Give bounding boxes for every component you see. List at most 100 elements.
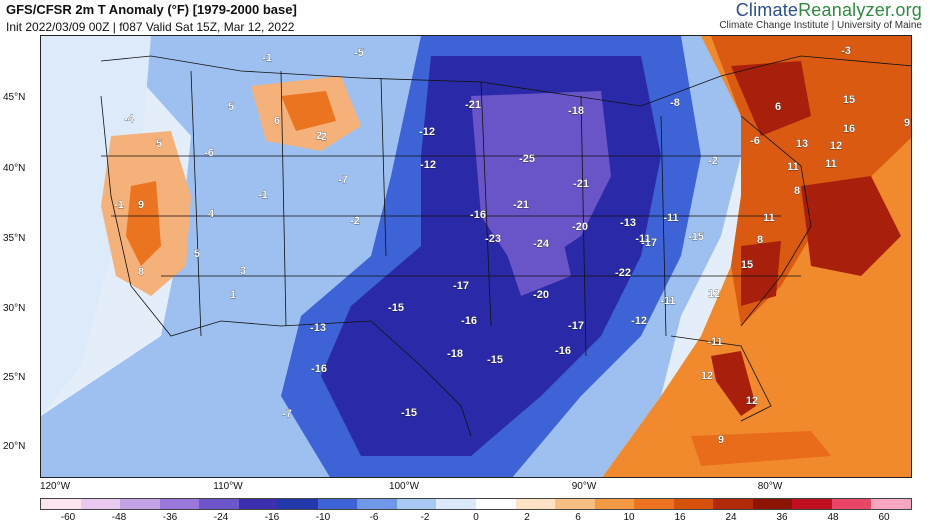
colorbar-swatch xyxy=(199,499,239,509)
brand-tagline: Climate Change Institute | University of… xyxy=(719,20,922,31)
anomaly-value: -11 xyxy=(635,233,650,245)
state-borders xyxy=(100,55,911,437)
colorbar-swatch xyxy=(80,499,121,509)
purple-region-south xyxy=(501,231,571,296)
anomaly-value: 12 xyxy=(746,395,758,407)
anomaly-value: -13 xyxy=(310,322,326,334)
lon-label-100w: 100°W xyxy=(388,481,420,492)
anomaly-value: -17 xyxy=(453,280,469,292)
brand-name: ClimateReanalyzer.org xyxy=(719,0,922,21)
anomaly-value: -12 xyxy=(631,315,647,327)
anomaly-value: -3 xyxy=(841,45,851,57)
border-meridian-1 xyxy=(190,70,202,337)
anomaly-value: -1 xyxy=(262,52,272,64)
colorbar-swatch xyxy=(120,499,160,509)
colorbar-tick-label: 6 xyxy=(575,512,581,523)
colorbar-swatch xyxy=(831,499,872,509)
colorbar-ticks: -60 -48 -36 -24 -16 -10 -6 -2 0 2 6 10 16 24 36 48 60 xyxy=(40,512,912,524)
anomaly-value: 15 xyxy=(843,94,855,106)
anomaly-value: -21 xyxy=(573,178,589,190)
anomaly-value: -21 xyxy=(513,199,529,211)
anomaly-value: -6 xyxy=(750,135,760,147)
anomaly-value: -2 xyxy=(350,215,360,227)
colorbar-tick-label: 24 xyxy=(725,512,737,523)
anomaly-value: 5 xyxy=(228,101,234,113)
anomaly-value: 9 xyxy=(138,199,144,211)
border-meridian-6 xyxy=(660,115,667,337)
anomaly-value: -16 xyxy=(311,363,327,375)
colorbar-swatch xyxy=(238,499,279,509)
colorbar-tick-label: 0 xyxy=(473,512,479,523)
colorbar-tick-label: -24 xyxy=(213,512,229,523)
colorbar xyxy=(40,498,912,510)
anomaly-value: -1 xyxy=(258,189,268,201)
colorbar-swatch xyxy=(515,499,556,509)
anomaly-value: -12 xyxy=(420,159,436,171)
anomaly-value: -2 xyxy=(317,131,327,143)
lat-label-25n: 25°N xyxy=(3,372,26,383)
lat-label-40n: 40°N xyxy=(3,163,26,174)
border-meridian-3 xyxy=(380,77,387,257)
anomaly-map-svg: -21 -18 -12 -12 -25 -21 -21 -16 -23 -24 … xyxy=(41,36,911,477)
colorbar-swatch xyxy=(713,499,753,509)
brand-name-part1: Climate xyxy=(735,0,799,20)
anomaly-value: -17 xyxy=(568,320,584,332)
west-warm-core xyxy=(126,181,161,266)
colorbar-tick-label: 60 xyxy=(878,512,890,523)
colorbar-tick-label: -2 xyxy=(420,512,430,523)
anomaly-value: 5 xyxy=(156,138,162,150)
colorbar-tick-label: 10 xyxy=(623,512,635,523)
anomaly-value: 11 xyxy=(825,158,837,170)
lon-label-120w: 120°W xyxy=(39,481,71,492)
anomaly-value: 5 xyxy=(194,248,200,260)
anomaly-value: 8 xyxy=(138,266,144,278)
anomaly-value: 6 xyxy=(274,115,280,127)
anomaly-value: -16 xyxy=(555,345,571,357)
anomaly-value: -13 xyxy=(620,217,636,229)
anomaly-value: -5 xyxy=(354,47,364,59)
anomaly-value: -16 xyxy=(470,209,486,221)
anomaly-value: -11 xyxy=(663,212,678,224)
colorbar-swatch xyxy=(436,499,477,509)
colorbar-swatch xyxy=(871,499,912,509)
colorbar-tick-label: -16 xyxy=(264,512,280,523)
anomaly-value: 12 xyxy=(701,370,713,382)
anomaly-value: -8 xyxy=(670,97,680,109)
anomaly-value: -4 xyxy=(124,113,135,125)
colorbar-swatch xyxy=(634,499,674,509)
chart-subtitle: Init 2022/03/09 00Z | f087 Valid Sat 15Z… xyxy=(6,20,295,34)
anomaly-value: -7 xyxy=(338,174,348,186)
anomaly-value: -22 xyxy=(615,267,631,279)
anomaly-value: -23 xyxy=(485,233,501,245)
colorbar-swatch xyxy=(594,499,635,509)
colorbar-swatch xyxy=(41,499,81,509)
anomaly-value: 12 xyxy=(708,288,720,300)
anomaly-map[interactable]: -21 -18 -12 -12 -25 -21 -21 -16 -23 -24 … xyxy=(40,35,912,478)
anomaly-value: -11 xyxy=(660,295,675,307)
colorbar-swatch xyxy=(317,499,358,509)
lon-label-80w: 80°W xyxy=(757,481,783,492)
lat-label-45n: 45°N xyxy=(3,92,26,103)
colorbar-swatch xyxy=(396,499,437,509)
anomaly-value: -20 xyxy=(572,221,588,233)
anomaly-value: -11 xyxy=(707,336,722,348)
anomaly-value: 9 xyxy=(904,117,910,129)
colorbar-tick-label: 36 xyxy=(776,512,788,523)
anomaly-labels: -21 -18 -12 -12 -25 -21 -21 -16 -23 -24 … xyxy=(114,45,910,446)
brand-logo[interactable]: ClimateReanalyzer.org Climate Change Ins… xyxy=(719,0,922,31)
anomaly-value: -21 xyxy=(465,99,481,111)
northeast-hot-core xyxy=(731,61,811,136)
anomaly-value: -2 xyxy=(708,155,718,167)
colorbar-swatch xyxy=(476,499,516,509)
anomaly-value: 12 xyxy=(830,140,842,152)
anomaly-value: 2 xyxy=(316,130,322,142)
anomaly-value: -18 xyxy=(568,105,584,117)
lat-label-30n: 30°N xyxy=(3,303,26,314)
colorbar-tick-label: -6 xyxy=(369,512,379,523)
anomaly-value: 4 xyxy=(208,208,215,220)
brand-name-part2: Reanalyzer xyxy=(798,0,891,20)
colorbar-tick-label: -60 xyxy=(60,512,76,523)
lat-label-20n: 20°N xyxy=(3,441,26,452)
anomaly-value: 9 xyxy=(718,434,724,446)
anomaly-value: 11 xyxy=(763,212,775,224)
